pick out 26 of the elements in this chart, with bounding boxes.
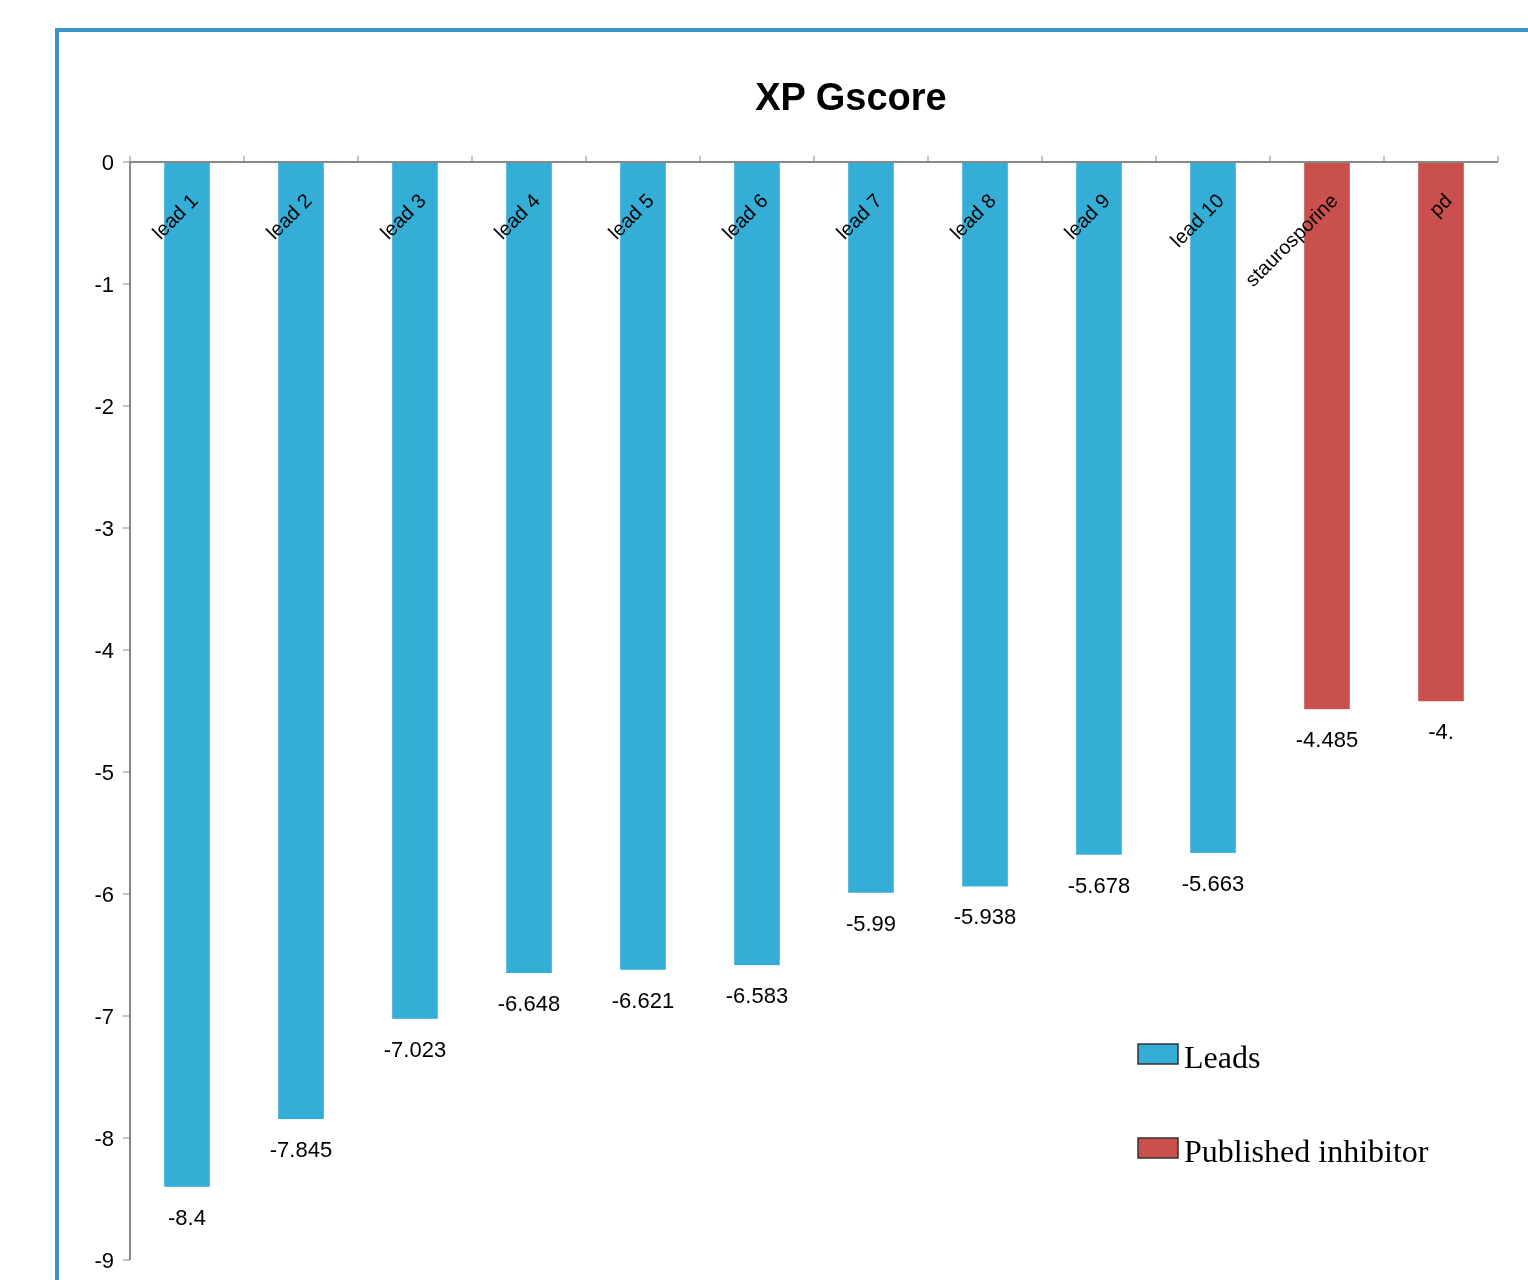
data-label: -6.648 [497, 991, 561, 1017]
data-label: -4.485 [1295, 727, 1359, 753]
data-label: -4. [1428, 719, 1454, 745]
data-label: -7.845 [269, 1137, 333, 1163]
data-label: -6.583 [725, 983, 789, 1009]
y-tick-label: -4 [94, 638, 114, 663]
y-tick-label: -1 [94, 272, 114, 297]
y-tick-label: -9 [94, 1248, 114, 1273]
y-tick-label: -8 [94, 1126, 114, 1151]
chart-title: XP Gscore [755, 76, 947, 118]
data-label: -5.938 [953, 904, 1017, 930]
data-label: -8.4 [168, 1204, 206, 1230]
y-tick-label: -7 [94, 1004, 114, 1029]
data-label: -5.663 [1181, 870, 1245, 896]
y-tick-label: -5 [94, 760, 114, 785]
y-tick-label: -2 [94, 394, 114, 419]
x-tick-label: pd [1424, 189, 1456, 221]
data-label: -7.023 [383, 1036, 447, 1062]
legend-label: Leads [1184, 1039, 1261, 1075]
data-label: -5.99 [845, 910, 897, 936]
y-tick-label: -3 [94, 516, 114, 541]
data-label: -6.621 [611, 987, 675, 1013]
legend-label: Published inhibitor [1184, 1133, 1429, 1169]
data-label: -5.678 [1067, 872, 1131, 898]
y-tick-label: 0 [101, 150, 114, 175]
y-tick-label: -6 [94, 882, 114, 907]
